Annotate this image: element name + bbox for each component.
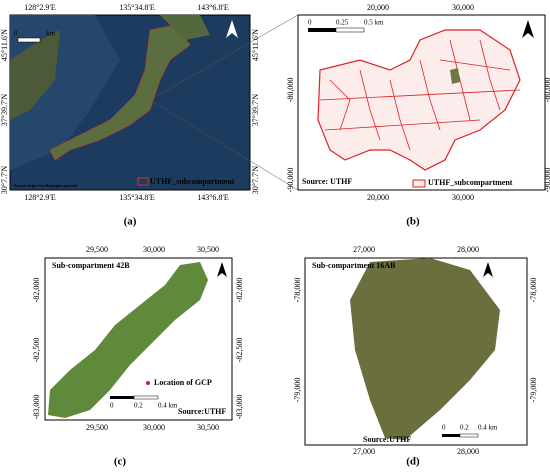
y-tick-label: -78,000 bbox=[529, 278, 538, 303]
x-tick-label: 30,000 bbox=[143, 245, 165, 254]
scale-bar bbox=[459, 433, 479, 438]
x-tick-label: 27,000 bbox=[353, 245, 375, 254]
x-tick-label: 27,000 bbox=[353, 447, 375, 456]
scale-label: 0 bbox=[110, 402, 114, 410]
x-tick-label: 28,000 bbox=[457, 245, 479, 254]
x-tick-label: 143°6.8'E bbox=[197, 193, 229, 202]
scale-label: 0 bbox=[308, 19, 312, 27]
scale-label: 0.2 bbox=[134, 402, 143, 410]
scale-label: 0.4 km bbox=[158, 402, 178, 410]
y-tick-label: -82,000 bbox=[32, 278, 41, 303]
y-tick-label: -80,000 bbox=[543, 78, 550, 103]
x-tick-label: 20,000 bbox=[367, 193, 389, 202]
y-tick-label: -78,000 bbox=[293, 278, 302, 303]
scale-bar bbox=[133, 395, 159, 400]
scale-bar bbox=[335, 27, 365, 33]
legend-label: UTHF_subcompartment bbox=[428, 178, 513, 187]
y-tick-label: -83,000 bbox=[235, 395, 244, 420]
caption: (a) bbox=[124, 216, 137, 228]
x-tick-label: 30,500 bbox=[197, 245, 219, 254]
legend-swatch bbox=[412, 179, 426, 188]
y-tick-label: 45°11.6'N bbox=[251, 29, 260, 61]
land bbox=[10, 30, 60, 120]
caption: (b) bbox=[406, 216, 420, 228]
x-tick-label: 135°34.8'E bbox=[119, 3, 155, 12]
scale-label: 0.25 bbox=[336, 19, 349, 27]
japan bbox=[49, 24, 191, 161]
land bbox=[160, 15, 210, 40]
source: Source:UTHF bbox=[178, 407, 226, 416]
north-arrow bbox=[226, 20, 238, 38]
panel-title: Sub-compartment 16AB bbox=[312, 261, 396, 270]
legend-label: UTHF_subcompartment bbox=[150, 177, 235, 186]
source: Source:UTHF bbox=[363, 435, 411, 444]
y-tick-label: 37°39.7'N bbox=[251, 94, 260, 127]
x-tick-label: 29,500 bbox=[86, 245, 108, 254]
scale-label: 0.2 bbox=[460, 424, 469, 432]
panel-title: Sub-compartment 42B bbox=[52, 261, 130, 270]
scale-label: 0 bbox=[442, 424, 446, 432]
x-tick-label: 135°34.8'E bbox=[119, 193, 155, 202]
y-tick-label: -82,000 bbox=[235, 278, 244, 303]
y-tick-label: 30°7.7'N bbox=[0, 166, 9, 195]
x-tick-label: 30,000 bbox=[452, 3, 474, 12]
legend-label: Location of GCP bbox=[154, 378, 212, 387]
x-tick-label: 28,000 bbox=[457, 447, 479, 456]
source: Source: UTHF bbox=[302, 177, 352, 186]
y-tick-label: -80,000 bbox=[286, 78, 295, 103]
x-tick-label: 143°6.8'E bbox=[197, 3, 229, 12]
y-tick-label: -83,000 bbox=[32, 395, 41, 420]
north-arrow bbox=[217, 262, 227, 277]
scale-bar bbox=[110, 396, 134, 399]
leader-line bbox=[149, 99, 299, 191]
scale-label: 0.5 km bbox=[364, 19, 384, 27]
scale-bar bbox=[308, 28, 336, 32]
y-tick-label: -90,000 bbox=[543, 168, 550, 193]
north-arrow bbox=[483, 262, 493, 277]
source: Source: https://earth.google.com/web bbox=[14, 183, 78, 188]
subcompartments bbox=[317, 29, 521, 171]
scale-bar bbox=[442, 434, 460, 437]
x-tick-label: 30,000 bbox=[143, 423, 165, 432]
legend-swatch bbox=[137, 177, 149, 186]
north-arrow bbox=[522, 20, 534, 38]
sub-compartment bbox=[350, 258, 500, 440]
y-tick-label: -79,000 bbox=[293, 378, 302, 403]
scale-label: km bbox=[46, 30, 56, 38]
y-tick-label: 37°39.7'N bbox=[0, 94, 9, 127]
caption: (c) bbox=[114, 456, 127, 468]
leader-line bbox=[149, 14, 299, 101]
subcompartment-highlight bbox=[450, 68, 460, 84]
scale-label: 0.4 km bbox=[478, 424, 498, 432]
scale-label: 0 bbox=[14, 30, 18, 38]
caption: (d) bbox=[406, 456, 420, 468]
y-tick-label: 30°7.7'N bbox=[251, 166, 260, 195]
x-tick-label: 128°2.9'E bbox=[24, 193, 56, 202]
y-tick-label: 45°11.6'N bbox=[0, 29, 9, 61]
subcompartment-lines bbox=[319, 39, 521, 151]
x-tick-label: 128°2.9'E bbox=[24, 3, 56, 12]
y-tick-label: -82,500 bbox=[235, 338, 244, 363]
x-tick-label: 30,500 bbox=[197, 423, 219, 432]
scale-bar bbox=[17, 37, 41, 43]
y-tick-label: -82,500 bbox=[32, 338, 41, 363]
x-tick-label: 20,000 bbox=[367, 3, 389, 12]
y-tick-label: -79,000 bbox=[529, 378, 538, 403]
x-tick-label: 30,000 bbox=[452, 193, 474, 202]
x-tick-label: 29,500 bbox=[86, 423, 108, 432]
sub-compartment bbox=[48, 262, 208, 418]
y-tick-label: -90,000 bbox=[286, 168, 295, 193]
legend-marker bbox=[146, 381, 150, 385]
